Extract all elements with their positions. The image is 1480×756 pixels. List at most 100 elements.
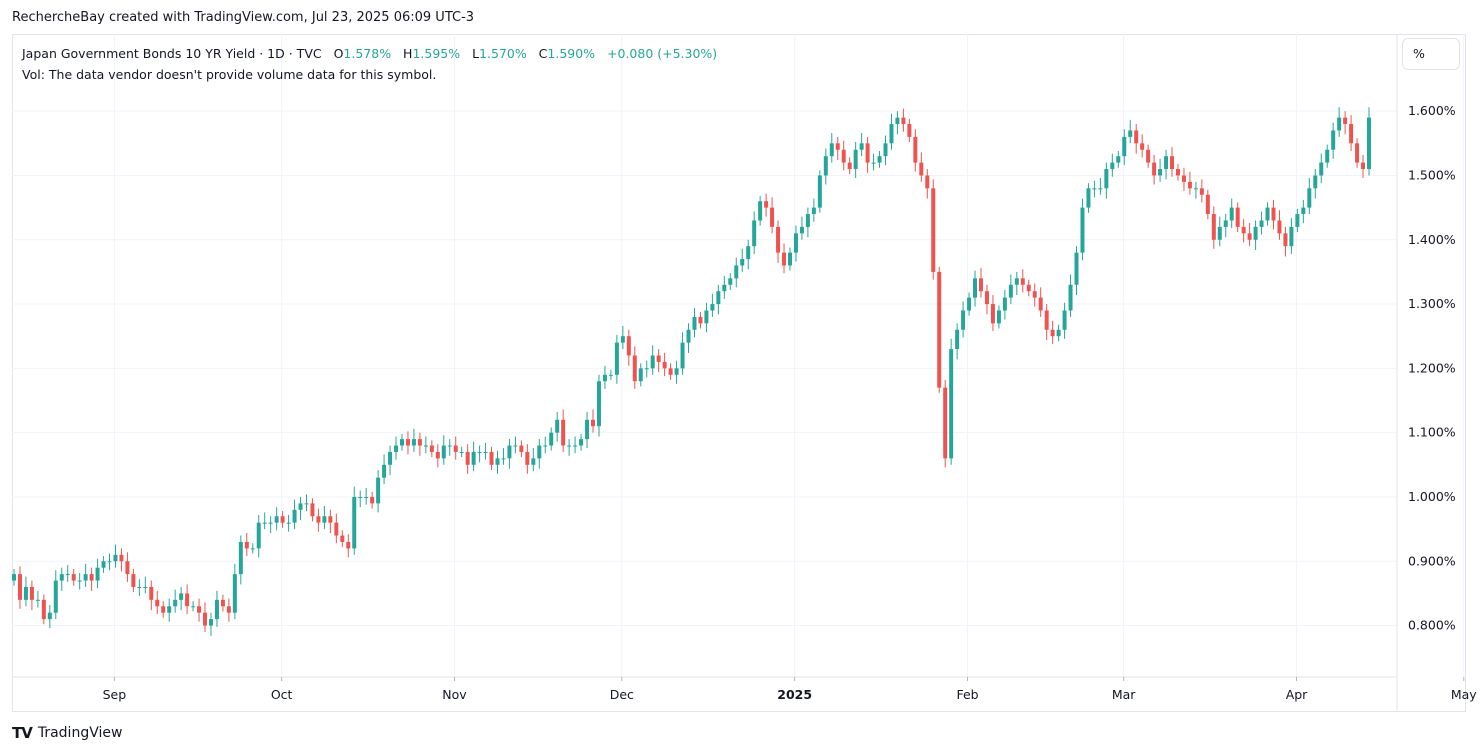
candle-body (250, 548, 255, 550)
legend-low-value: 1.570% (479, 46, 527, 61)
candle (447, 439, 452, 456)
candle (823, 148, 828, 185)
candle (1050, 320, 1055, 344)
candle-body (1152, 162, 1157, 176)
footer-branding: TV TradingView (12, 724, 122, 742)
candle-body (167, 606, 172, 613)
candle-body (1056, 329, 1061, 337)
volume-note: Vol: The data vendor doesn't provide vol… (22, 67, 437, 82)
candle (620, 325, 625, 350)
candle-body (704, 310, 709, 324)
candle-body (728, 278, 733, 285)
candle-body (913, 136, 918, 163)
candle-body (531, 458, 536, 465)
x-tick-label: Oct (271, 687, 293, 702)
candle-body (979, 278, 984, 292)
candle-body (901, 117, 906, 125)
candle-body (638, 368, 643, 382)
candle (1014, 271, 1019, 296)
candle (304, 494, 309, 512)
candle-body (340, 535, 345, 542)
y-tick-label: 1.200% (1408, 360, 1456, 375)
candle (1092, 180, 1097, 198)
candle (232, 563, 237, 620)
x-tick-label: May (1451, 687, 1477, 702)
candle-body (143, 586, 148, 588)
candle-body (394, 445, 399, 452)
candle (441, 435, 446, 465)
candle (346, 534, 351, 558)
candle (435, 444, 440, 468)
candle-body (895, 117, 900, 125)
candle-body (537, 445, 542, 459)
candle (979, 268, 984, 298)
candle-body (262, 522, 267, 524)
candle-body (680, 342, 685, 369)
candle (1152, 154, 1157, 185)
candle (931, 179, 936, 280)
candle (358, 490, 363, 508)
x-tick-label: Dec (610, 687, 634, 702)
candle-body (376, 477, 381, 504)
candle (525, 444, 530, 474)
candle-body (1295, 214, 1300, 227)
candle (1104, 162, 1109, 199)
candle-body (853, 149, 858, 170)
candle-body (298, 503, 303, 510)
candle (382, 454, 387, 485)
candle (173, 589, 178, 613)
percent-scale-button[interactable]: % (1402, 38, 1460, 70)
x-tick-label: 2025 (777, 687, 812, 702)
candle (889, 113, 894, 150)
candle (567, 439, 572, 456)
candle-body (734, 265, 739, 279)
candle-body (602, 374, 607, 382)
candle-body (47, 612, 52, 620)
candle-body (286, 522, 291, 524)
candle-body (405, 439, 410, 446)
candle-body (1092, 188, 1097, 190)
candle-body (232, 574, 237, 613)
y-tick-label: 1.600% (1408, 103, 1456, 118)
candle-body (967, 297, 972, 311)
candle (459, 446, 464, 458)
tradingview-logo-icon: TV (12, 724, 33, 742)
candle-body (1235, 207, 1240, 227)
candle (650, 345, 655, 375)
y-tick-label: 1.400% (1408, 232, 1456, 247)
candle-body (59, 574, 64, 581)
candle-body (1158, 169, 1163, 176)
candle-body (1247, 233, 1252, 240)
candle (573, 436, 578, 454)
candle-body (662, 361, 667, 369)
candle-body (955, 329, 960, 350)
candle (1289, 217, 1294, 254)
candle-body (871, 162, 876, 164)
candle-body (89, 574, 94, 581)
candle (519, 440, 524, 458)
candle-body (650, 355, 655, 369)
candle-body (793, 233, 798, 253)
candle (483, 442, 488, 460)
legend-change: +0.080 (+5.30%) (607, 46, 718, 61)
candle (298, 496, 303, 521)
candle-body (1164, 156, 1169, 170)
candle-body (1110, 162, 1115, 170)
candle-body (1122, 136, 1127, 157)
candle-body (698, 316, 703, 324)
candle (1331, 122, 1336, 159)
candle (1187, 171, 1192, 195)
candle-body (370, 496, 375, 504)
candle (364, 487, 369, 505)
candle-body (495, 458, 500, 465)
candle (716, 284, 721, 315)
candle (692, 307, 697, 338)
candle-body (137, 586, 142, 588)
chart-frame (12, 34, 1466, 712)
candle-body (841, 149, 846, 163)
candle (668, 363, 673, 380)
candle (728, 273, 733, 290)
candle (596, 374, 601, 437)
candle (1020, 269, 1025, 293)
